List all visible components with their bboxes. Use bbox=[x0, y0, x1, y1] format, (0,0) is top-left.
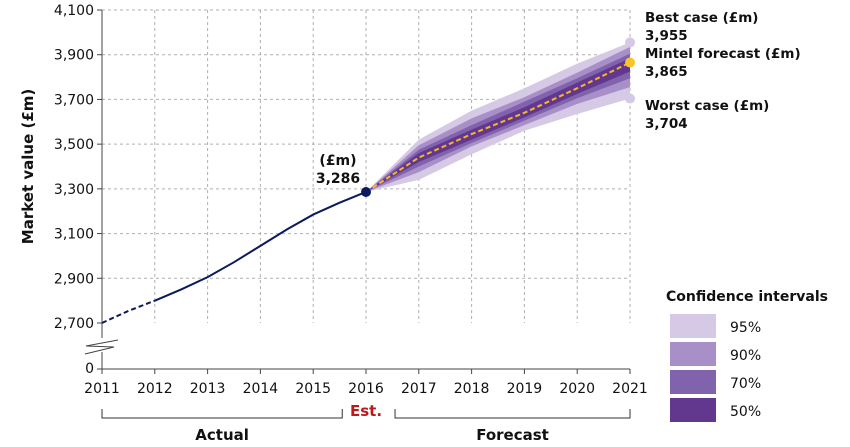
x-tick-label: 2016 bbox=[348, 381, 384, 397]
endpoint-label-title: Worst case (£m) bbox=[645, 98, 769, 114]
estimate-label-unit: (£m) bbox=[319, 153, 356, 169]
endpoint-label-value: 3,865 bbox=[645, 64, 688, 80]
actual-bracket bbox=[101, 409, 343, 419]
period-label-forecast: Forecast bbox=[476, 426, 549, 444]
legend-swatch-90pct bbox=[670, 342, 716, 366]
axis-break-mark bbox=[84, 339, 119, 355]
x-tick-label: 2017 bbox=[401, 381, 437, 397]
legend-item-label: 70% bbox=[730, 376, 761, 392]
endpoint-marker bbox=[625, 93, 635, 104]
x-tick-label: 2018 bbox=[454, 381, 490, 397]
legend-swatch-70pct bbox=[670, 370, 716, 394]
legend-title: Confidence intervals bbox=[666, 289, 828, 305]
period-label-actual: Actual bbox=[195, 426, 249, 444]
legend-item-label: 95% bbox=[730, 320, 761, 336]
endpoint-label-value: 3,955 bbox=[645, 28, 688, 44]
endpoint-label-title: Mintel forecast (£m) bbox=[645, 46, 801, 62]
y-tick-label: 3,900 bbox=[54, 48, 94, 64]
x-tick-label: 2012 bbox=[137, 381, 173, 397]
x-tick-label: 2015 bbox=[295, 381, 331, 397]
forecast-line bbox=[365, 61, 631, 193]
x-tick-label: 2020 bbox=[559, 381, 595, 397]
endpoint-marker bbox=[625, 37, 635, 48]
y-tick-label: 4,100 bbox=[54, 3, 94, 19]
x-tick-label: 2019 bbox=[507, 381, 543, 397]
actual-line-dashed bbox=[101, 299, 156, 324]
legend-item-label: 50% bbox=[730, 404, 761, 420]
y-tick-label: 2,700 bbox=[54, 316, 94, 332]
gridlines bbox=[102, 9, 631, 323]
x-tick-label: 2014 bbox=[243, 381, 279, 397]
x-tick-label: 2021 bbox=[612, 381, 648, 397]
legend-swatch-50pct bbox=[670, 398, 716, 422]
actual-line bbox=[154, 191, 367, 302]
legend-item-label: 90% bbox=[730, 348, 761, 364]
endpoint-marker bbox=[625, 57, 635, 68]
y-tick-label-zero: 0 bbox=[85, 361, 94, 377]
x-tick-label: 2011 bbox=[84, 381, 120, 397]
y-tick-label: 2,900 bbox=[54, 271, 94, 287]
endpoint-label-value: 3,704 bbox=[645, 116, 688, 132]
period-label-est: Est. bbox=[350, 402, 382, 420]
y-tick-label: 3,100 bbox=[54, 227, 94, 243]
legend-swatch-95pct bbox=[670, 314, 716, 338]
forecast-bracket bbox=[394, 409, 631, 419]
confidence-band-50pct bbox=[366, 58, 630, 192]
x-tick-label: 2013 bbox=[190, 381, 226, 397]
estimate-label-value: 3,286 bbox=[316, 171, 360, 187]
y-axis-title: Market value (£m) bbox=[19, 89, 37, 244]
estimate-point bbox=[361, 186, 371, 197]
y-tick-label: 3,700 bbox=[54, 92, 94, 108]
endpoint-label-title: Best case (£m) bbox=[645, 10, 758, 26]
y-tick-label: 3,500 bbox=[54, 137, 94, 153]
y-tick-label: 3,300 bbox=[54, 182, 94, 198]
confidence-bands bbox=[366, 42, 630, 192]
